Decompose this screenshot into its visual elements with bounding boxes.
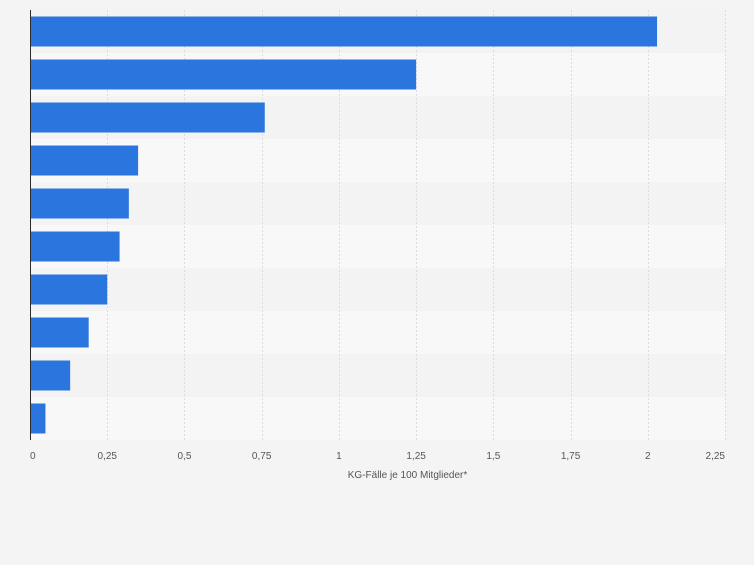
bar[interactable] — [30, 274, 108, 305]
bar[interactable] — [30, 360, 71, 391]
bar[interactable] — [30, 317, 89, 348]
bars — [30, 16, 658, 434]
row-band — [30, 182, 725, 225]
bar[interactable] — [30, 231, 120, 262]
row-band — [30, 354, 725, 397]
x-tick-label: 0,75 — [252, 451, 272, 462]
x-axis-label: KG-Fälle je 100 Mitglieder* — [348, 470, 468, 481]
x-tick-label: 1,25 — [406, 451, 426, 462]
x-tick-label: 2 — [645, 451, 651, 462]
row-bands — [30, 10, 725, 440]
x-tick-label: 0,25 — [97, 451, 117, 462]
row-band — [30, 225, 725, 268]
x-tick-label: 1,5 — [486, 451, 500, 462]
x-tick-label: 1 — [336, 451, 342, 462]
row-band — [30, 311, 725, 354]
x-tick-label: 0 — [30, 451, 36, 462]
bar[interactable] — [30, 145, 139, 176]
row-band — [30, 268, 725, 311]
bar[interactable] — [30, 188, 129, 219]
bar[interactable] — [30, 16, 658, 47]
x-tick-label: 1,75 — [561, 451, 581, 462]
row-band — [30, 397, 725, 440]
bar[interactable] — [30, 403, 46, 434]
x-tick-label: 0,5 — [177, 451, 191, 462]
x-tick-label: 2,25 — [706, 451, 726, 462]
x-tick-labels: 0 0,25 0,5 0,75 1 1,25 1,5 1,75 2 2,25 — [30, 451, 725, 462]
bar[interactable] — [30, 59, 417, 90]
bar[interactable] — [30, 102, 265, 133]
row-band — [30, 139, 725, 182]
